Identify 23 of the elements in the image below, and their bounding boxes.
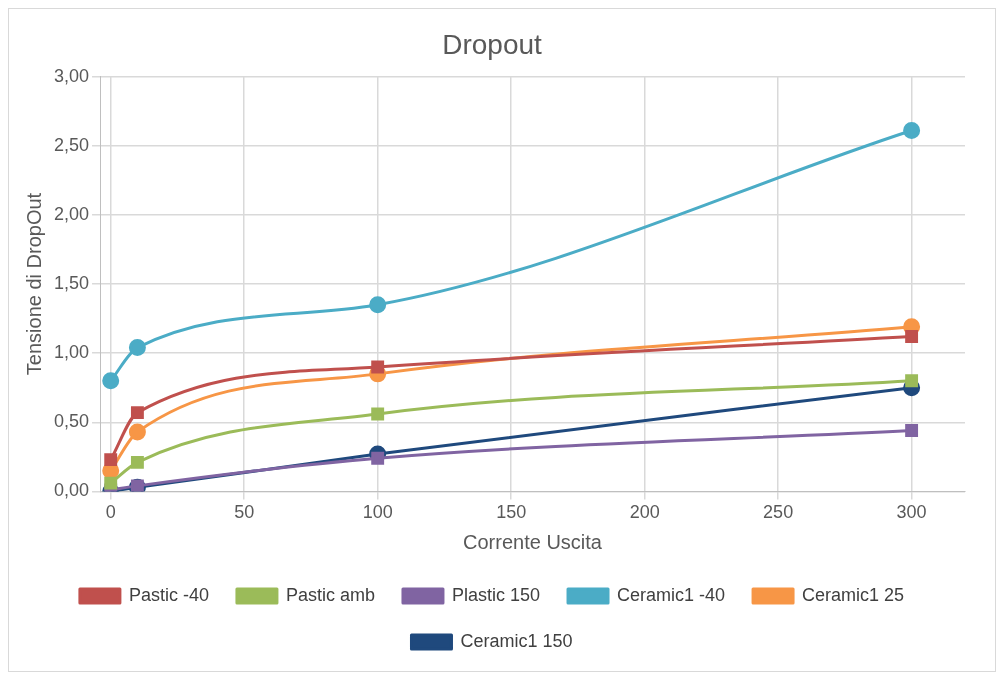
x-tick-label: 0 — [105, 502, 116, 523]
x-tick-label: 200 — [629, 502, 660, 523]
x-axis-title: Corrente Uscita — [463, 530, 603, 553]
y-tick-label: 2,00 — [53, 203, 90, 224]
y-tick-label: 0,00 — [53, 480, 90, 501]
legend-label: Ceramic1 -40 — [617, 584, 726, 605]
x-tick-label: 300 — [896, 502, 927, 523]
legend-label: Pastic -40 — [128, 584, 209, 605]
legend-label: Ceramic1 150 — [460, 630, 573, 651]
y-tick-label: 1,50 — [53, 272, 90, 293]
x-tick-label: 250 — [763, 502, 794, 523]
y-tick-label: 1,00 — [53, 342, 90, 363]
legend-label: Ceramic1 25 — [802, 584, 905, 605]
legend-label: Pastic amb — [285, 584, 375, 605]
y-axis-title: Tensione di DropOut — [22, 192, 45, 376]
x-tick-label: 150 — [496, 502, 527, 523]
x-tick-label: 100 — [362, 502, 393, 523]
legend-label: Plastic 150 — [451, 584, 541, 605]
y-tick-label: 0,50 — [53, 411, 90, 432]
chart-title: Dropout — [442, 28, 543, 60]
x-tick-label: 50 — [234, 502, 255, 523]
y-tick-label: 3,00 — [53, 65, 90, 86]
y-tick-label: 2,50 — [53, 134, 90, 155]
